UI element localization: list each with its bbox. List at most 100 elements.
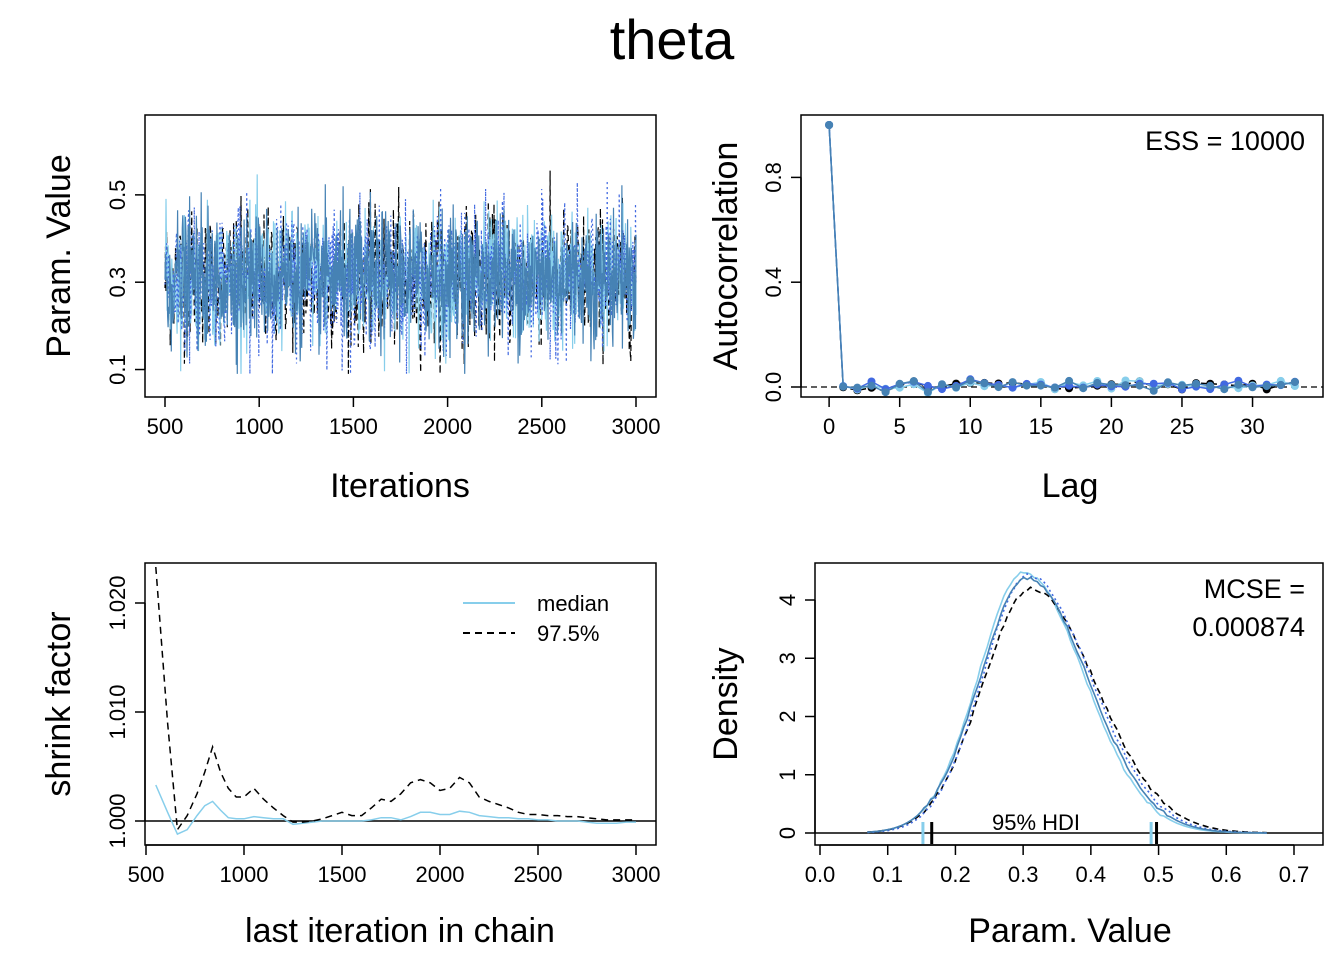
shrink-x-tick-label: 2500 xyxy=(514,862,563,887)
shrink-x-label: last iteration in chain xyxy=(245,912,555,950)
autocorrelation-x-axis: 0 5 10 15 20 25 30 xyxy=(823,396,1265,439)
trace-x-tick-label: 1500 xyxy=(329,414,378,439)
trace-y-axis: 0.1 0.3 0.5 xyxy=(105,180,146,385)
shrink-y-label: shrink factor xyxy=(40,611,78,796)
acf-point xyxy=(1079,384,1088,393)
hdi-label: 95% HDI xyxy=(992,810,1080,835)
acf-point xyxy=(1248,383,1257,392)
acf-x-tick-label: 0 xyxy=(823,414,835,439)
trace-y-label: Param. Value xyxy=(40,154,78,357)
acf-x-tick-label: 15 xyxy=(1029,414,1053,439)
acf-y-tick-label: 0.4 xyxy=(761,267,786,298)
shrink-legend: median 97.5% xyxy=(463,591,609,646)
acf-point xyxy=(839,382,848,391)
density-x-tick-label: 0.0 xyxy=(805,862,836,887)
acf-point xyxy=(994,383,1003,392)
acf-point xyxy=(909,377,918,386)
density-x-tick-label: 0.3 xyxy=(1008,862,1039,887)
trace-x-tick-label: 500 xyxy=(147,414,184,439)
legend-median-label: median xyxy=(537,591,609,616)
acf-point xyxy=(1220,385,1229,394)
density-y-tick-label: 1 xyxy=(775,769,800,781)
acf-point xyxy=(1008,383,1017,392)
acf-x-tick-label: 30 xyxy=(1240,414,1264,439)
acf-x-tick-label: 25 xyxy=(1170,414,1194,439)
acf-point xyxy=(1149,379,1158,388)
shrink-y-tick-label: 1.010 xyxy=(105,684,130,739)
mcse-value: 0.000874 xyxy=(1192,612,1305,642)
density-frame xyxy=(814,562,1324,846)
acf-point xyxy=(1192,379,1201,388)
density-x-tick-label: 0.6 xyxy=(1211,862,1242,887)
acf-point xyxy=(1135,381,1144,390)
density-x-label: Param. Value xyxy=(968,912,1171,950)
acf-point xyxy=(1008,378,1017,387)
acf-point xyxy=(1178,381,1186,390)
acf-x-tick-label: 10 xyxy=(958,414,982,439)
trace-chain-4 xyxy=(164,184,637,374)
acf-point xyxy=(1121,381,1130,390)
trace-y-tick-label: 0.5 xyxy=(105,180,130,211)
acf-y-tick-label: 0.8 xyxy=(761,162,786,193)
shrink-y-tick-label: 1.020 xyxy=(105,575,130,630)
mcse-label: MCSE = xyxy=(1204,574,1305,604)
acf-point xyxy=(1163,378,1172,387)
shrink-x-axis: 500 1000 1500 2000 2500 3000 xyxy=(128,844,660,887)
acf-line-chain-4 xyxy=(828,124,1296,394)
acf-point xyxy=(1206,381,1215,390)
density-y-axis: 0 1 2 3 4 xyxy=(775,594,816,839)
acf-point xyxy=(825,121,834,129)
density-y-tick-label: 3 xyxy=(775,652,800,664)
shrink-series-975 xyxy=(155,566,636,832)
acf-y-tick-label: 0.0 xyxy=(761,372,786,403)
trace-x-label: Iterations xyxy=(330,467,470,505)
trace-x-tick-label: 3000 xyxy=(612,414,661,439)
shrink-x-tick-label: 2000 xyxy=(416,862,465,887)
shrink-x-tick-label: 500 xyxy=(128,862,165,887)
trace-x-tick-label: 1000 xyxy=(235,414,284,439)
density-x-tick-label: 0.2 xyxy=(940,862,971,887)
legend-975-label: 97.5% xyxy=(537,621,599,646)
acf-point xyxy=(952,383,961,392)
acf-line-chain-1 xyxy=(828,124,1296,392)
trace-x-axis: 500 1000 1500 2000 2500 3000 xyxy=(147,396,661,439)
shrink-x-tick-label: 1500 xyxy=(318,862,367,887)
acf-point xyxy=(1234,380,1243,389)
autocorrelation-frame xyxy=(800,114,1324,398)
acf-line-chain-3 xyxy=(828,124,1296,390)
density-y-tick-label: 4 xyxy=(775,594,800,606)
acf-x-tick-label: 5 xyxy=(894,414,906,439)
figure-title: theta xyxy=(609,8,735,71)
acf-point xyxy=(923,381,932,390)
density-panel: 0.0 0.1 0.2 0.3 0.4 0.5 0.6 0.7 0 1 2 3 4 MCSE = 0.… xyxy=(707,562,1324,950)
acf-point xyxy=(1290,378,1299,386)
acf-line-chain-2 xyxy=(828,124,1296,394)
shrink-y-axis: 1.000 1.010 1.020 xyxy=(105,575,146,849)
acf-point xyxy=(1107,380,1116,389)
acf-point xyxy=(1093,378,1102,387)
autocorrelation-x-label: Lag xyxy=(1042,467,1099,505)
autocorrelation-panel: 0 5 10 15 20 25 30 0.0 0.4 0.8 ESS = 10000 Lag A… xyxy=(707,114,1324,505)
acf-point xyxy=(966,376,975,385)
acf-point xyxy=(1050,383,1059,392)
trace-x-tick-label: 2000 xyxy=(423,414,472,439)
density-y-tick-label: 0 xyxy=(775,827,800,839)
ess-annotation: ESS = 10000 xyxy=(1145,126,1305,156)
density-y-label: Density xyxy=(707,647,745,760)
autocorrelation-y-label: Autocorrelation xyxy=(707,142,745,371)
autocorrelation-marks xyxy=(801,121,1323,398)
acf-point xyxy=(895,379,904,388)
density-x-tick-label: 0.1 xyxy=(872,862,903,887)
density-x-tick-label: 0.7 xyxy=(1279,862,1310,887)
density-lines xyxy=(815,571,1323,844)
acf-point xyxy=(938,380,946,389)
acf-point xyxy=(1065,376,1074,385)
density-x-axis: 0.0 0.1 0.2 0.3 0.4 0.5 0.6 0.7 xyxy=(805,844,1310,887)
density-x-tick-label: 0.5 xyxy=(1143,862,1174,887)
density-chain-4 xyxy=(867,576,1267,834)
density-x-tick-label: 0.4 xyxy=(1076,862,1107,887)
acf-point xyxy=(1262,382,1271,391)
acf-point xyxy=(1149,386,1158,395)
acf-point xyxy=(853,383,862,392)
